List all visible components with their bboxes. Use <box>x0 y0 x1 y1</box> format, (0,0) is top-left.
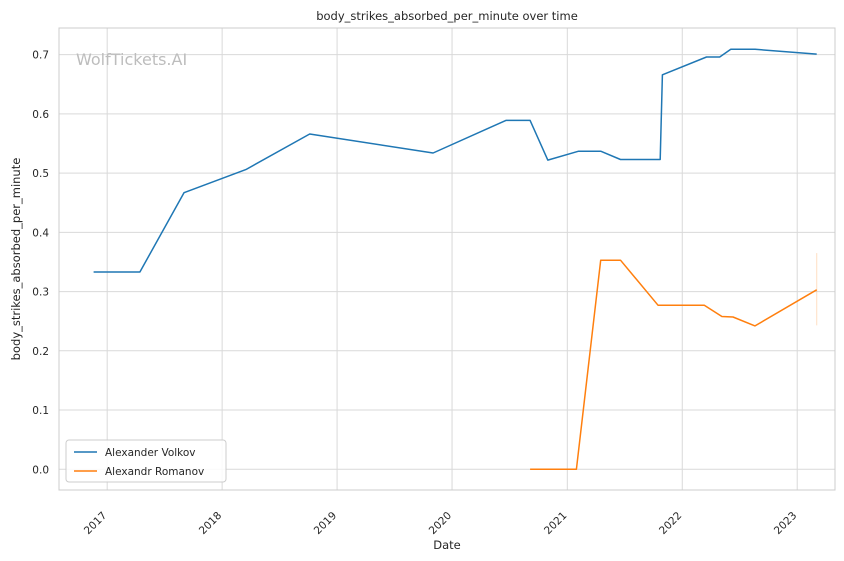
chart-title: body_strikes_absorbed_per_minute over ti… <box>316 9 578 23</box>
grid-layer <box>59 28 835 490</box>
legend-label-volkov: Alexander Volkov <box>105 447 196 459</box>
y-tick-label: 0.1 <box>32 405 49 417</box>
x-tick-label: 2020 <box>427 510 454 537</box>
y-tick-label: 0.4 <box>32 227 49 239</box>
y-tick-label: 0.2 <box>32 346 49 358</box>
x-tick-label: 2018 <box>197 510 224 537</box>
y-tick-label: 0.6 <box>32 109 49 121</box>
x-tick-label: 2017 <box>82 510 109 537</box>
legend: Alexander Volkov Alexandr Romanov <box>65 439 227 483</box>
x-tick-label: 2022 <box>657 510 684 537</box>
series-line-alexander-volkov <box>93 48 817 273</box>
y-tick-label: 0.7 <box>32 50 49 62</box>
series-layer <box>93 48 818 471</box>
watermark: WolfTickets.AI <box>76 50 187 69</box>
y-tick-label: 0.3 <box>32 287 49 299</box>
x-axis-label: Date <box>433 538 461 552</box>
y-axis-label: body_strikes_absorbed_per_minute <box>9 158 23 361</box>
legend-label-romanov: Alexandr Romanov <box>105 466 204 478</box>
plot-frame <box>58 27 836 491</box>
y-tick-label: 0.0 <box>32 464 49 476</box>
x-tick-labels: 2017 2018 2019 2020 2021 2022 2023 <box>82 510 799 537</box>
x-tick-label: 2019 <box>312 510 339 537</box>
y-tick-labels: 0.0 0.1 0.2 0.3 0.4 0.5 0.6 0.7 <box>32 50 49 477</box>
x-tick-label: 2023 <box>772 510 799 537</box>
series-line-alexandr-romanov <box>530 259 818 471</box>
legend-box <box>65 439 227 483</box>
y-tick-label: 0.5 <box>32 168 49 180</box>
x-tick-label: 2021 <box>542 510 569 537</box>
